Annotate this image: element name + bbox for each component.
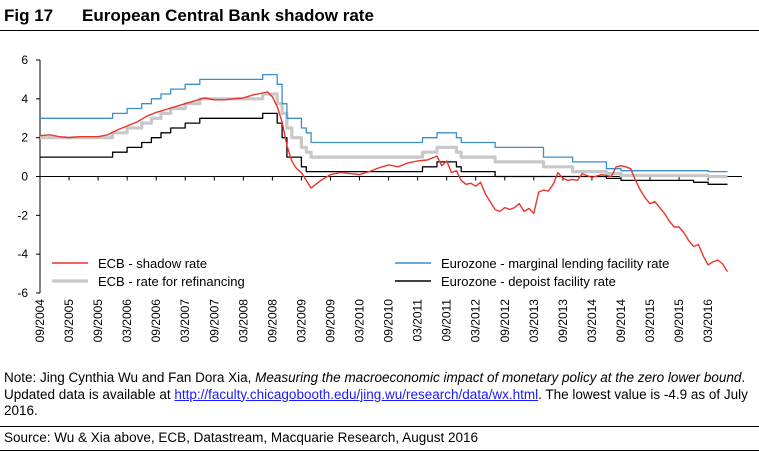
y-tick-label: -4 <box>17 247 28 261</box>
x-tick-label: 03/2012 <box>469 299 483 343</box>
y-tick-label: 4 <box>21 92 28 106</box>
source-divider <box>0 426 759 427</box>
note-paper-title: Measuring the macroeconomic impact of mo… <box>255 370 742 385</box>
series-line-0 <box>39 91 729 272</box>
note-data-link[interactable]: http://faculty.chicagobooth.edu/jing.wu/… <box>174 386 539 402</box>
note-middle: . Updated data is available at <box>4 370 746 402</box>
x-tick-label: 09/2012 <box>498 299 512 343</box>
x-tick-label: 03/2008 <box>236 299 250 343</box>
x-tick-label: 03/2013 <box>527 299 541 343</box>
title-divider <box>0 30 759 31</box>
x-tick-label: 03/2016 <box>701 299 715 343</box>
x-tick-label: 03/2011 <box>411 299 425 342</box>
x-tick-label: 03/2006 <box>120 299 134 343</box>
x-tick-label: 03/2009 <box>294 299 308 343</box>
x-tick-label: 09/2010 <box>382 299 396 343</box>
x-tick-label: 03/2015 <box>643 299 657 343</box>
x-tick-label: 03/2007 <box>178 299 192 343</box>
x-tick-label: 09/2015 <box>672 299 686 343</box>
x-tick-label: 09/2008 <box>265 299 279 343</box>
legend-label: Eurozone - marginal lending facility rat… <box>441 256 669 271</box>
series-line-3 <box>40 112 728 185</box>
x-tick-label: 03/2005 <box>62 299 76 343</box>
line-chart: -6 -4 -2 0 2 4 6 09/2004 03/2005 09/2005 03/2006 09… <box>17 53 742 342</box>
legend-label: ECB - shadow rate <box>98 256 207 271</box>
chart-axes: -6 -4 -2 0 2 4 6 09/2004 03/2005 09/2005 03/2006 09… <box>17 53 742 342</box>
y-tick-label: 0 <box>21 170 28 184</box>
note-prefix: Note: Jing Cynthia Wu and Fan Dora Xia, <box>4 370 256 385</box>
figure-number: Fig 17 <box>4 6 54 25</box>
figure-title-bar: Fig 17 European Central Bank shadow rate <box>0 2 759 28</box>
bottom-divider <box>0 450 759 451</box>
x-tick-label: 09/2011 <box>440 299 454 342</box>
chart-note: Note: Jing Cynthia Wu and Fan Dora Xia, … <box>4 370 754 420</box>
y-tick-label: 2 <box>21 131 28 145</box>
series-line-1 <box>40 73 728 173</box>
figure-title: European Central Bank shadow rate <box>82 6 374 25</box>
chart-series-lines <box>39 73 729 272</box>
x-tick-label: 09/2014 <box>614 299 628 343</box>
x-tick-label: 09/2007 <box>207 299 221 343</box>
x-tick-label: 09/2013 <box>556 299 570 343</box>
series-line-2 <box>40 92 728 179</box>
x-tick-label: 09/2004 <box>33 299 47 343</box>
x-tick-label: 03/2010 <box>353 299 367 343</box>
y-tick-label: 6 <box>21 53 28 67</box>
y-tick-label: -2 <box>17 208 28 222</box>
legend-label: Eurozone - depoist facility rate <box>441 274 616 289</box>
x-tick-label: 09/2006 <box>149 299 163 343</box>
x-tick-label: 09/2009 <box>323 299 337 343</box>
legend-label: ECB - rate for refinancing <box>98 274 245 289</box>
note-text: Note: Jing Cynthia Wu and Fan Dora Xia, … <box>4 370 754 420</box>
source-text: Source: Wu & Xia above, ECB, Datastream,… <box>4 430 478 445</box>
note-suffix: . The lowest value is -4.9 as of July 20… <box>4 386 748 419</box>
chart-legend: ECB - shadow rate Eurozone - marginal len… <box>52 256 669 289</box>
x-tick-label: 09/2005 <box>91 299 105 343</box>
y-tick-label: -6 <box>17 286 28 300</box>
x-tick-label: 03/2014 <box>585 299 599 343</box>
